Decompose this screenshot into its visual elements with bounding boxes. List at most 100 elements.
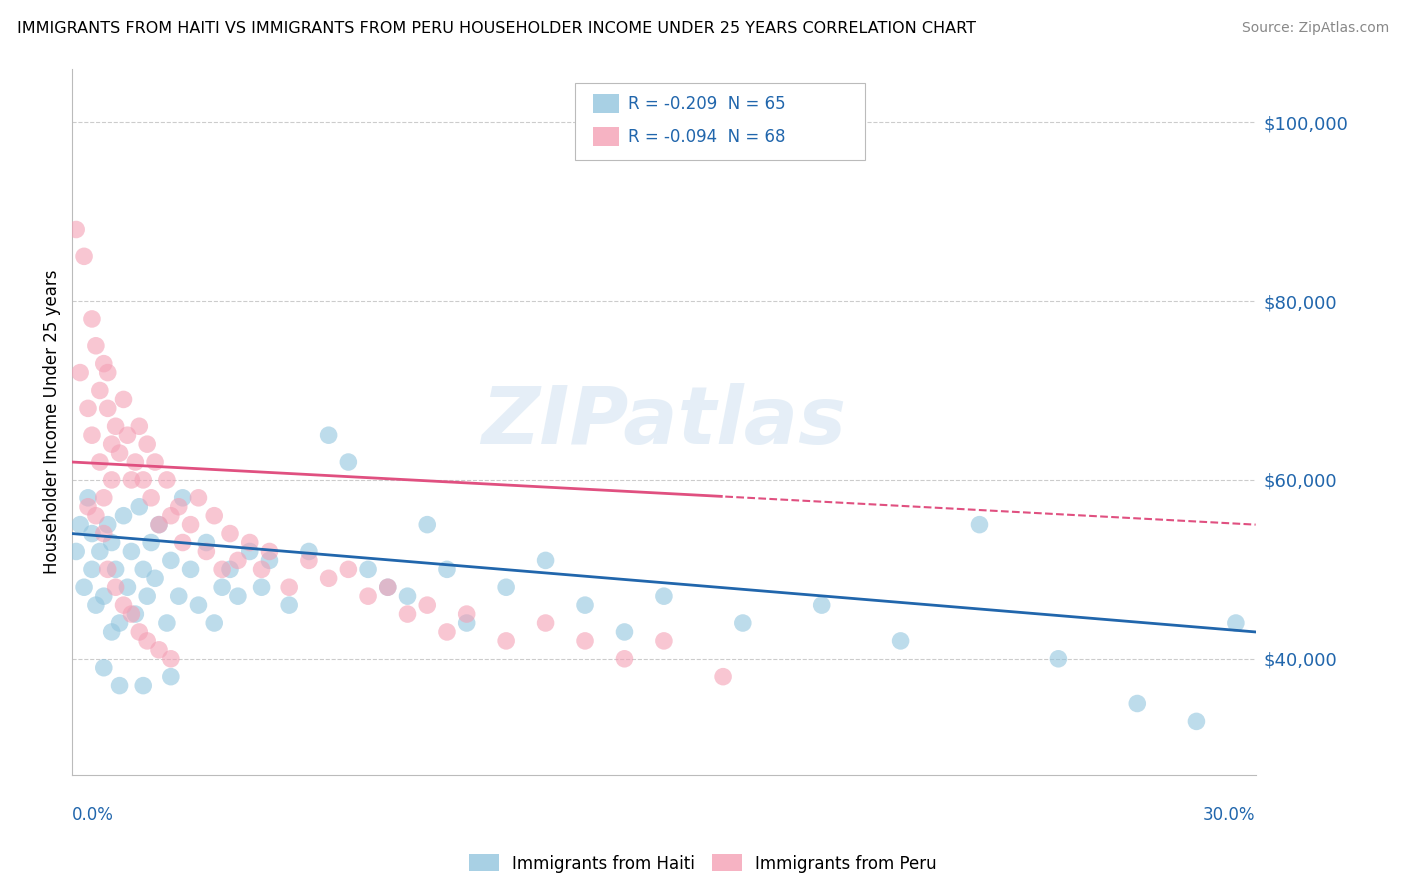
Point <box>97 401 120 416</box>
Point <box>93 526 115 541</box>
Point <box>128 419 150 434</box>
Point <box>104 562 127 576</box>
Point <box>534 615 557 630</box>
Point <box>156 615 179 630</box>
Point <box>613 624 636 639</box>
Point <box>97 562 120 576</box>
Point <box>136 589 159 603</box>
Point <box>93 661 115 675</box>
Point <box>195 535 218 549</box>
Point <box>890 633 912 648</box>
Point <box>436 562 458 576</box>
Point <box>77 491 100 505</box>
Point <box>187 598 209 612</box>
Point <box>810 598 832 612</box>
Point <box>456 615 478 630</box>
Point <box>69 517 91 532</box>
Point <box>100 437 122 451</box>
Point <box>108 615 131 630</box>
Point <box>80 428 103 442</box>
Point <box>574 633 596 648</box>
Point <box>89 455 111 469</box>
Point <box>250 562 273 576</box>
FancyBboxPatch shape <box>575 83 865 161</box>
Point <box>80 526 103 541</box>
Point <box>139 491 162 505</box>
Point <box>104 419 127 434</box>
Point <box>278 580 301 594</box>
Point <box>226 589 249 603</box>
Point <box>84 598 107 612</box>
Point <box>156 473 179 487</box>
Point <box>120 544 142 558</box>
Point <box>65 222 87 236</box>
Point <box>112 392 135 407</box>
Point <box>73 580 96 594</box>
Point <box>80 312 103 326</box>
Point <box>396 607 419 621</box>
Point <box>97 366 120 380</box>
Point <box>180 517 202 532</box>
Point <box>187 491 209 505</box>
Text: R = -0.094  N = 68: R = -0.094 N = 68 <box>628 128 786 146</box>
Text: Source: ZipAtlas.com: Source: ZipAtlas.com <box>1241 21 1389 36</box>
Point <box>84 508 107 523</box>
Point <box>117 580 139 594</box>
Point <box>211 562 233 576</box>
Point <box>1126 697 1149 711</box>
Point <box>93 357 115 371</box>
FancyBboxPatch shape <box>593 128 619 146</box>
Point <box>1225 615 1247 630</box>
Text: R = -0.209  N = 65: R = -0.209 N = 65 <box>628 95 786 113</box>
Point <box>80 562 103 576</box>
Point <box>69 366 91 380</box>
FancyBboxPatch shape <box>593 94 619 113</box>
Point <box>318 571 340 585</box>
Point <box>436 624 458 639</box>
Point <box>1047 652 1070 666</box>
Point <box>219 526 242 541</box>
Point <box>108 679 131 693</box>
Point <box>143 455 166 469</box>
Point <box>969 517 991 532</box>
Point <box>250 580 273 594</box>
Point <box>377 580 399 594</box>
Point <box>89 384 111 398</box>
Text: ZIPatlas: ZIPatlas <box>481 383 846 461</box>
Point <box>495 580 517 594</box>
Point <box>117 428 139 442</box>
Legend: Immigrants from Haiti, Immigrants from Peru: Immigrants from Haiti, Immigrants from P… <box>463 847 943 880</box>
Point <box>132 562 155 576</box>
Point <box>160 508 183 523</box>
Point <box>160 652 183 666</box>
Point <box>65 544 87 558</box>
Point <box>318 428 340 442</box>
Point <box>202 615 225 630</box>
Point <box>167 500 190 514</box>
Y-axis label: Householder Income Under 25 years: Householder Income Under 25 years <box>44 269 60 574</box>
Point <box>128 500 150 514</box>
Point <box>160 553 183 567</box>
Point <box>148 517 170 532</box>
Point <box>108 446 131 460</box>
Point <box>180 562 202 576</box>
Point <box>124 455 146 469</box>
Point <box>574 598 596 612</box>
Point <box>219 562 242 576</box>
Point <box>128 624 150 639</box>
Point <box>112 598 135 612</box>
Point <box>298 544 321 558</box>
Point <box>239 544 262 558</box>
Point <box>172 491 194 505</box>
Point <box>93 491 115 505</box>
Point <box>337 455 360 469</box>
Point <box>613 652 636 666</box>
Point <box>77 401 100 416</box>
Point <box>139 535 162 549</box>
Text: 30.0%: 30.0% <box>1204 806 1256 824</box>
Point <box>211 580 233 594</box>
Point <box>416 517 439 532</box>
Point <box>84 339 107 353</box>
Point <box>1185 714 1208 729</box>
Point <box>357 589 380 603</box>
